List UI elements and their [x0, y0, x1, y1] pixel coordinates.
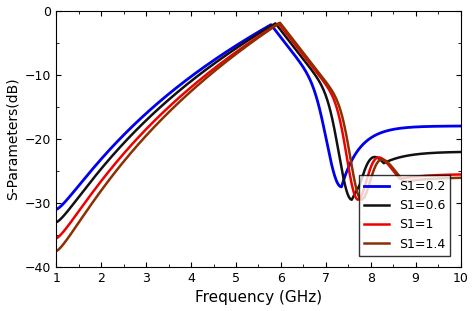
S1=0.6 — [54, 220, 59, 224]
S1=1 — [276, 21, 282, 25]
S1=0.6 — [226, 51, 232, 55]
S1=1 — [226, 55, 232, 59]
S1=1 — [406, 175, 412, 179]
S1=0.2 — [450, 124, 456, 128]
S1=0.2 — [124, 130, 129, 134]
S1=0.6 — [209, 64, 214, 67]
S1=0.2 — [226, 49, 232, 52]
S1=1.4 — [209, 72, 214, 76]
S1=0.2 — [209, 60, 214, 64]
S1=0.2 — [100, 156, 105, 160]
S1=0.6 — [273, 21, 278, 25]
S1=1.4 — [277, 21, 283, 25]
Line: S1=0.6: S1=0.6 — [56, 23, 461, 222]
S1=1 — [124, 149, 129, 152]
S1=0.6 — [450, 150, 456, 154]
S1=0.6 — [100, 165, 105, 169]
Line: S1=1: S1=1 — [56, 23, 461, 238]
S1=1.4 — [124, 156, 129, 160]
S1=1 — [458, 173, 464, 176]
S1=1 — [54, 236, 59, 240]
S1=0.2 — [268, 23, 274, 26]
Legend: S1=0.2, S1=0.6, S1=1, S1=1.4: S1=0.2, S1=0.6, S1=1, S1=1.4 — [359, 175, 450, 256]
S1=0.6 — [124, 138, 129, 142]
X-axis label: Frequency (GHz): Frequency (GHz) — [195, 290, 322, 305]
S1=0.6 — [458, 150, 464, 154]
S1=0.6 — [406, 154, 412, 157]
S1=1 — [209, 69, 214, 72]
S1=1 — [450, 173, 456, 177]
S1=1.4 — [226, 58, 232, 62]
S1=1.4 — [54, 249, 59, 253]
S1=0.2 — [406, 126, 412, 129]
Line: S1=0.2: S1=0.2 — [56, 25, 461, 209]
S1=1.4 — [406, 179, 412, 183]
S1=1.4 — [100, 187, 105, 191]
S1=1.4 — [458, 176, 464, 180]
S1=0.2 — [458, 124, 464, 128]
S1=1.4 — [450, 176, 456, 180]
S1=1 — [100, 178, 105, 181]
S1=0.2 — [54, 207, 59, 211]
Y-axis label: S-Parameters(dB): S-Parameters(dB) — [6, 77, 19, 200]
Line: S1=1.4: S1=1.4 — [56, 23, 461, 251]
